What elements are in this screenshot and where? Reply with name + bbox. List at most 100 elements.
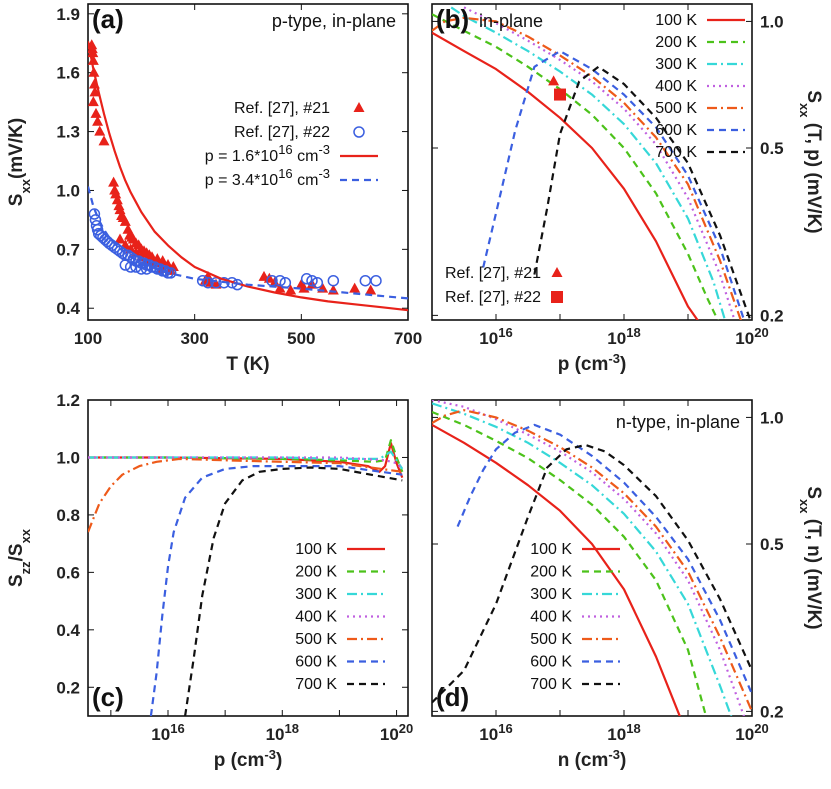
data-point (124, 261, 137, 273)
series-line (432, 31, 699, 320)
legend-label-part: p = 3.4*10 (205, 172, 279, 189)
panel-annotation: p-type, in-plane (272, 11, 396, 31)
y-tick-label-part: 0.8 (56, 506, 80, 525)
x-tick-label-part: 10 (735, 329, 754, 348)
legend-label: Ref. [27], #21 (445, 265, 541, 282)
x-axis-label-part: -3 (608, 747, 620, 762)
legend-label-part: cm (293, 172, 319, 189)
plot-frame (87, 399, 409, 717)
data-point (365, 284, 377, 295)
y-tick-label-part: 0.2 (56, 678, 80, 697)
data-layer (88, 39, 408, 312)
x-tick-label: 300 (180, 329, 208, 348)
legend-label-part: 600 K (530, 654, 572, 671)
series-line (88, 41, 408, 312)
y-axis-label-part: S (803, 486, 824, 499)
data-point (90, 107, 102, 118)
x-tick-label-part: 10 (266, 725, 285, 744)
legend-label: 200 K (295, 564, 337, 581)
data-point (94, 125, 106, 136)
data-layer (432, 6, 752, 320)
legend-label-part: 300 K (655, 56, 697, 73)
data-point (108, 176, 120, 187)
x-tick-label-part: 16 (170, 721, 184, 736)
legend-label: Ref. [27], #21 (234, 100, 330, 117)
legend-label: Ref. [27], #22 (234, 124, 330, 141)
data-point (130, 261, 142, 273)
y-tick-label: 1.3 (56, 123, 80, 142)
legend-label: 100 K (655, 12, 697, 29)
x-tick-label-part: 10 (607, 725, 626, 744)
legend-label-part: 300 K (295, 586, 337, 603)
legend-marker (353, 102, 365, 112)
x-tick-label-part: 700 (394, 329, 422, 348)
y-tick-label-part: 1.0 (760, 408, 784, 427)
legend-label-part: 200 K (655, 34, 697, 51)
series-line (456, 423, 752, 695)
panel-annotation: n-type, in-plane (616, 412, 740, 432)
legend-marker (551, 291, 563, 303)
panel-a: 0.4 0.7 1.0 1.3 1.6 1.9 100 300 500 700 T (K) Sxx(m… (6, 3, 422, 375)
y-axis-label-part: /S (6, 543, 27, 561)
data-point (157, 255, 169, 266)
data-point (98, 135, 110, 146)
legend: 100 K 200 K 300 K 400 K 500 K 600 K 700 K (295, 541, 385, 693)
x-tick-label-part: 16 (498, 325, 512, 340)
data-layer (432, 400, 752, 716)
x-axis-label-part: -3 (264, 747, 276, 762)
y-tick-label-part: 0.2 (760, 702, 784, 721)
legend-label-part: 600 K (295, 654, 337, 671)
legend-label-part: -3 (318, 166, 330, 181)
legend-label: Ref. [27], #22 (445, 289, 541, 306)
panel-label: (a) (92, 4, 124, 34)
y-axis-label: Sxx (T, p) (mV/K) (798, 90, 825, 233)
x-axis-label-part: ) (620, 750, 626, 771)
x-tick-label: 500 (287, 329, 315, 348)
data-point (159, 265, 172, 277)
y-tick-label: 1.2 (56, 391, 80, 410)
y-axis-label-part: zz (18, 561, 33, 575)
legend-label: 200 K (530, 564, 572, 581)
panel-label-part: (d) (436, 682, 469, 712)
y-tick-label: 0.5 (760, 139, 784, 158)
x-axis-label-part: ) (276, 750, 282, 771)
data-point (122, 223, 134, 234)
panel-label-part: (c) (92, 682, 124, 712)
x-tick-label: 700 (394, 329, 422, 348)
x-tick-label: 1018 (266, 721, 299, 745)
series-line (432, 423, 681, 716)
x-tick-label-part: 500 (287, 329, 315, 348)
y-tick-label-part: 1.2 (56, 391, 80, 410)
legend-label: 500 K (295, 631, 337, 648)
series-line (88, 186, 408, 300)
data-point (196, 274, 209, 287)
x-tick-label: 100 (74, 329, 102, 348)
y-tick-label: 0.4 (56, 299, 80, 318)
legend-label: p = 3.4*1016 cm-3 (205, 166, 330, 190)
panel-label: (b) (436, 4, 469, 34)
legend-label: 700 K (295, 676, 337, 693)
legend-label-part: p = 1.6*10 (205, 148, 279, 165)
series-line (450, 6, 727, 320)
legend-label-part: 500 K (530, 631, 572, 648)
legend-label-part: 400 K (295, 609, 337, 626)
legend-label: 600 K (295, 654, 337, 671)
y-tick-label: 1.0 (56, 448, 80, 467)
legend-label: 100 K (295, 541, 337, 558)
x-axis-label-part: p (cm (214, 750, 265, 771)
x-axis-label: T (K) (226, 354, 269, 375)
y-tick-label-part: 0.4 (56, 621, 80, 640)
data-point (274, 274, 286, 287)
panel-label-part: (a) (92, 4, 124, 34)
x-tick-label-part: 16 (498, 721, 512, 736)
y-tick-label: 0.7 (56, 240, 80, 259)
series-line (184, 466, 403, 716)
x-tick-label: 1018 (607, 325, 640, 349)
y-tick-label: 0.2 (760, 702, 784, 721)
x-axis-label-part: n (cm (558, 750, 609, 771)
panel-label: (d) (436, 682, 469, 712)
x-axis-label: p (cm-3) (214, 747, 283, 772)
panel-annotation: in-plane (479, 11, 543, 31)
